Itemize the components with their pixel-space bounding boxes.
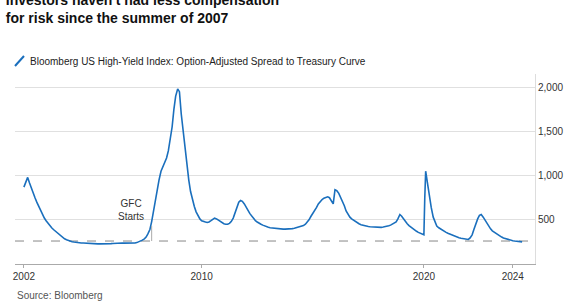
svg-text:2010: 2010: [191, 271, 214, 282]
svg-text:1,000: 1,000: [538, 170, 563, 181]
svg-text:2002: 2002: [13, 271, 36, 282]
svg-text:Bloomberg US High-Yield Index:: Bloomberg US High-Yield Index: Option-Ad…: [30, 56, 366, 67]
svg-text:Source: Bloomberg: Source: Bloomberg: [17, 290, 103, 301]
svg-text:2020: 2020: [413, 271, 436, 282]
svg-text:GFCStarts: GFCStarts: [118, 198, 144, 222]
svg-text:500: 500: [538, 214, 555, 225]
svg-text:1,500: 1,500: [538, 126, 563, 137]
svg-text:Investors haven't had less com: Investors haven't had less compensationf…: [6, 0, 279, 26]
svg-text:2,000: 2,000: [538, 82, 563, 93]
svg-text:2024: 2024: [502, 271, 525, 282]
